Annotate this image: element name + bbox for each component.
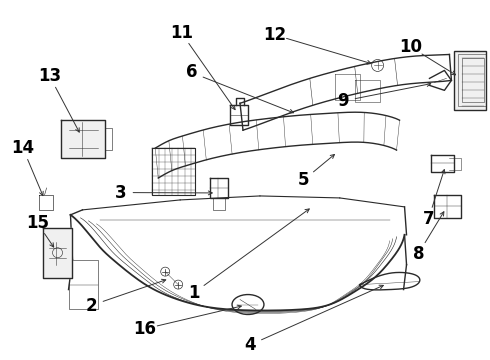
Text: 1: 1 <box>188 284 199 302</box>
Text: 16: 16 <box>133 320 156 338</box>
Text: 5: 5 <box>298 171 309 189</box>
Text: 8: 8 <box>413 244 424 262</box>
Text: 4: 4 <box>244 336 256 354</box>
Text: 2: 2 <box>85 297 97 315</box>
Text: 14: 14 <box>11 139 34 157</box>
Text: 6: 6 <box>186 63 197 81</box>
Polygon shape <box>43 228 73 278</box>
Polygon shape <box>61 120 105 158</box>
FancyBboxPatch shape <box>454 50 486 110</box>
Text: 10: 10 <box>400 38 423 56</box>
Text: 13: 13 <box>38 67 61 85</box>
Text: 15: 15 <box>26 214 49 232</box>
Text: 11: 11 <box>170 24 193 42</box>
Text: 7: 7 <box>422 211 434 229</box>
Text: 9: 9 <box>337 92 348 110</box>
Text: 12: 12 <box>263 26 286 44</box>
Text: 3: 3 <box>115 184 126 202</box>
